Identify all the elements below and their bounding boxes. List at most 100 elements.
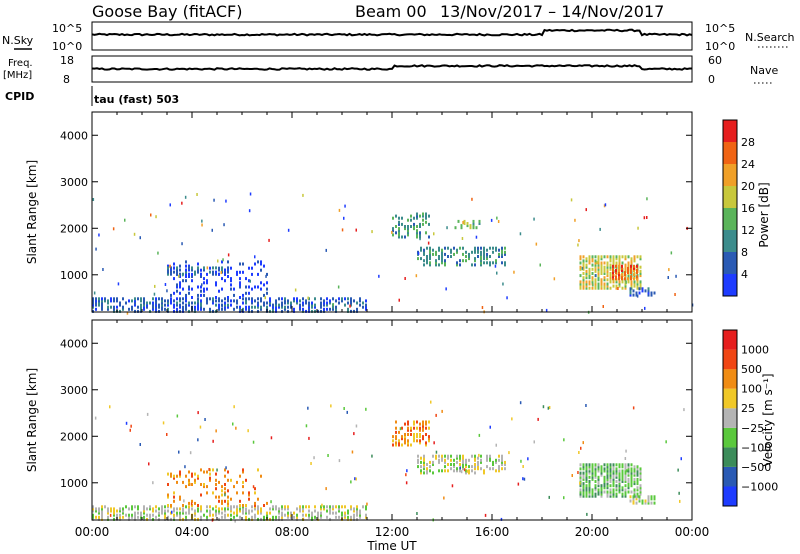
power-cell xyxy=(188,275,190,278)
power-cell xyxy=(582,286,585,290)
velocity-cell xyxy=(224,509,226,513)
velocity-cell xyxy=(641,501,644,505)
velocity-cell xyxy=(230,478,232,482)
power-cell xyxy=(260,281,262,285)
power-cell xyxy=(639,255,642,259)
velocity-cell xyxy=(636,477,639,481)
velocity-cell xyxy=(212,507,214,511)
power-cell xyxy=(359,297,361,301)
power-cell xyxy=(197,303,199,307)
power-cell xyxy=(606,282,609,286)
velocity-cell xyxy=(597,467,600,471)
power-cell xyxy=(356,309,358,313)
power-cell xyxy=(594,267,597,271)
velocity-cell xyxy=(474,465,476,469)
velocity-cell xyxy=(606,484,609,488)
velocity-cell xyxy=(110,507,112,511)
power-cell xyxy=(423,263,425,267)
velocity-cell xyxy=(630,463,633,467)
velocity-cell xyxy=(308,436,310,440)
power-cell xyxy=(133,232,136,236)
velocity-cell xyxy=(266,513,268,517)
velocity-cell xyxy=(92,517,94,521)
power-cell xyxy=(266,281,268,285)
velocity-cell xyxy=(630,477,633,481)
velocity-cell xyxy=(462,467,464,471)
power-cell xyxy=(489,255,491,258)
velocity-cell xyxy=(582,492,585,496)
velocity-cell xyxy=(606,467,609,471)
velocity-cell xyxy=(251,517,253,521)
power-cell xyxy=(646,197,648,201)
power-cell xyxy=(606,278,609,282)
velocity-cell xyxy=(618,475,621,479)
power-cell xyxy=(92,309,94,313)
power-cell xyxy=(489,246,491,250)
power-cell xyxy=(326,297,328,301)
power-cell xyxy=(578,239,580,243)
power-cell xyxy=(392,227,394,231)
power-cell xyxy=(260,268,262,272)
power-cell xyxy=(579,257,582,261)
power-cell xyxy=(221,268,223,272)
power-cell xyxy=(197,270,199,274)
velocity-cell xyxy=(419,428,421,432)
velocity-cell xyxy=(119,515,121,519)
power-cell xyxy=(170,270,172,274)
power-cell xyxy=(423,259,425,263)
velocity-cell xyxy=(351,450,354,454)
velocity-ytick-label: 4000 xyxy=(60,337,88,350)
velocity-cell xyxy=(523,477,526,481)
velocity-cell xyxy=(585,475,588,479)
velocity-cell xyxy=(417,454,419,458)
velocity-cell xyxy=(627,482,630,486)
power-cell xyxy=(603,272,606,275)
velocity-cell xyxy=(107,517,109,521)
power-cell xyxy=(245,291,247,295)
power-cell xyxy=(612,280,615,284)
power-cell xyxy=(112,227,115,231)
power-cell xyxy=(591,286,594,290)
velocity-cell xyxy=(500,517,503,521)
power-cell xyxy=(233,293,235,297)
velocity-cell xyxy=(206,515,208,519)
power-cell xyxy=(395,231,397,235)
velocity-cell xyxy=(191,474,193,478)
power-cell xyxy=(602,305,604,308)
power-cell xyxy=(275,309,277,313)
velocity-cell xyxy=(585,490,588,494)
power-cell xyxy=(469,224,472,228)
power-cell xyxy=(179,305,181,309)
power-cell xyxy=(497,220,500,223)
velocity-cell xyxy=(483,471,485,475)
velocity-cell xyxy=(419,435,421,439)
power-cell xyxy=(113,305,115,309)
power-cell xyxy=(218,303,220,307)
power-cell xyxy=(441,255,443,258)
velocity-cell xyxy=(428,435,430,439)
velocity-cell xyxy=(627,486,630,490)
power-cell xyxy=(266,272,268,276)
power-cell xyxy=(630,259,633,263)
power-cell xyxy=(425,212,427,216)
power-cell xyxy=(227,305,229,309)
velocity-cell xyxy=(230,513,232,517)
velocity-cell xyxy=(453,458,455,462)
power-cell xyxy=(519,232,522,236)
velocity-cell xyxy=(597,490,600,494)
power-cell xyxy=(597,286,600,290)
power-cell xyxy=(413,227,415,231)
power-cell xyxy=(326,307,328,311)
power-cell xyxy=(290,301,292,305)
power-cell xyxy=(350,297,352,301)
velocity-cell xyxy=(392,443,394,447)
power-cell xyxy=(200,301,202,305)
power-cell xyxy=(203,277,205,281)
power-cell xyxy=(296,301,298,305)
power-cell xyxy=(483,257,485,261)
power-cell xyxy=(101,303,103,307)
velocity-cell xyxy=(149,505,151,509)
velocity-cell xyxy=(416,433,418,436)
power-cell xyxy=(152,297,154,301)
velocity-cell xyxy=(618,473,621,477)
